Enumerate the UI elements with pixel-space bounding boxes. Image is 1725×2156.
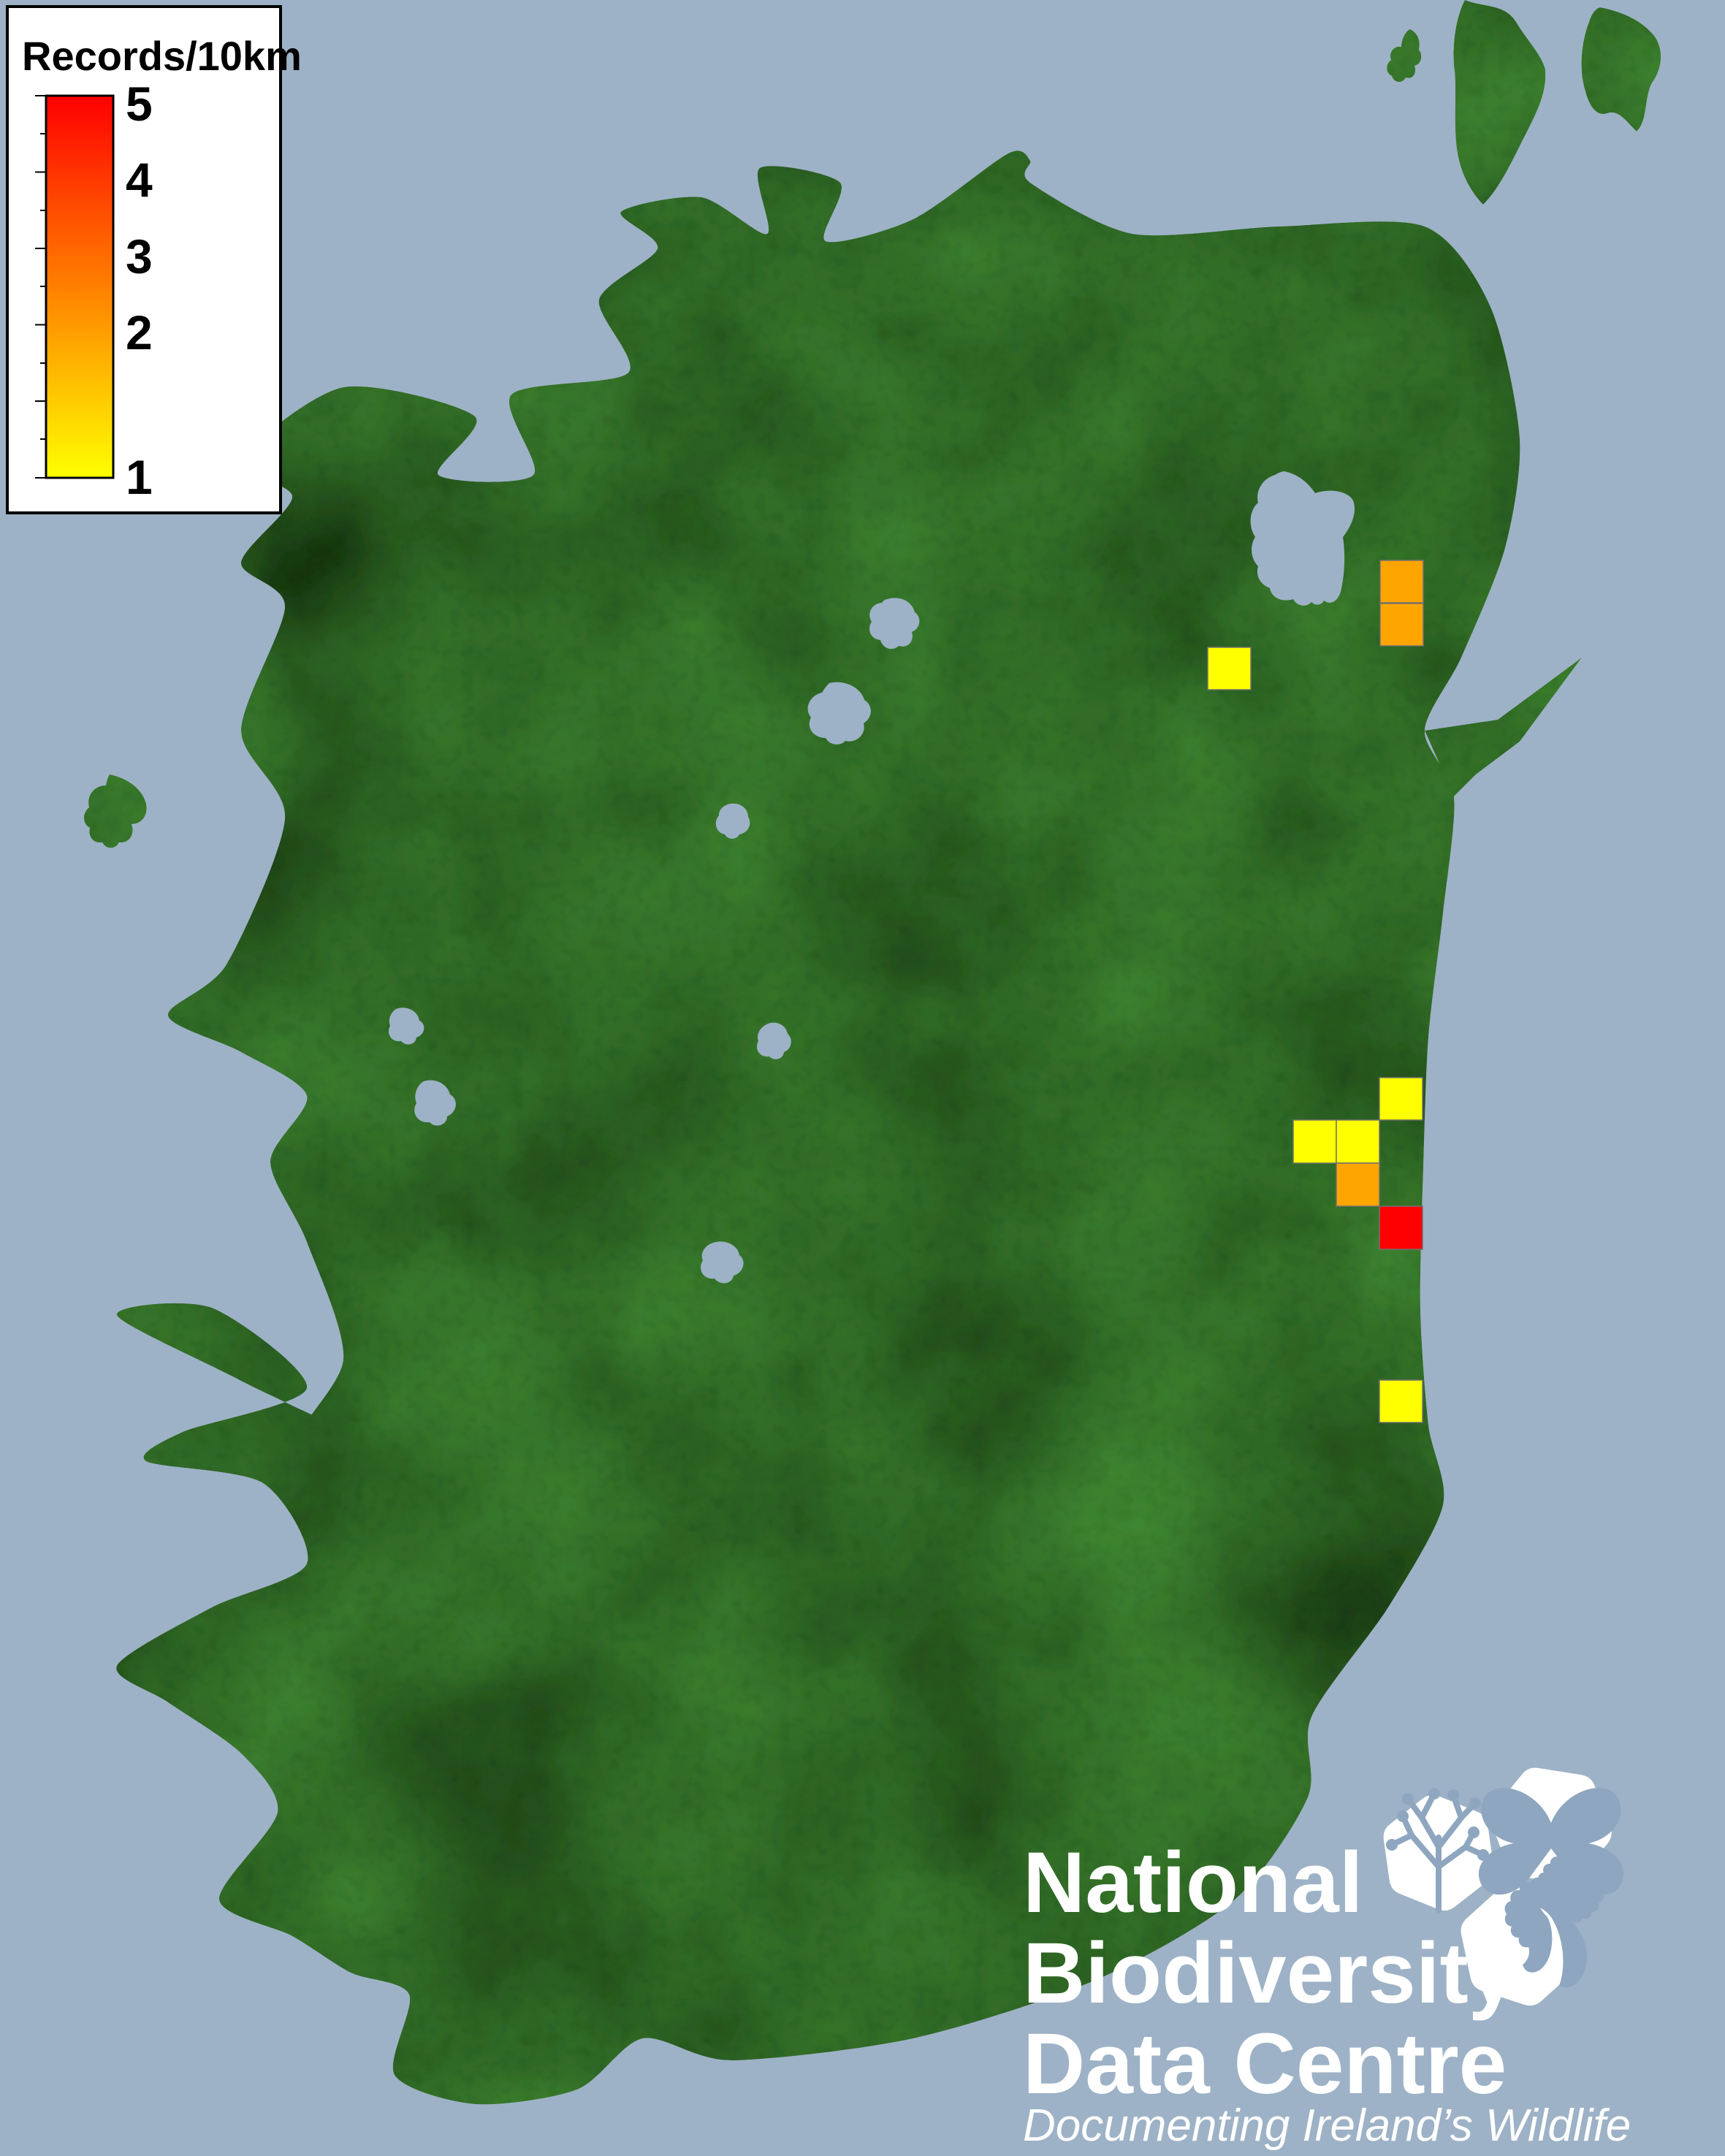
svg-text:Records/10km: Records/10km (22, 33, 302, 79)
svg-text:Biodiversity: Biodiversity (1023, 1925, 1516, 2022)
svg-text:4: 4 (126, 153, 153, 207)
svg-text:3: 3 (126, 229, 153, 283)
svg-text:1: 1 (126, 450, 153, 504)
svg-text:National: National (1023, 1835, 1363, 1931)
svg-text:Documenting Ireland’s Wildlife: Documenting Ireland’s Wildlife (1023, 2100, 1631, 2151)
svg-text:2: 2 (126, 305, 153, 359)
svg-text:Data Centre: Data Centre (1023, 2016, 1507, 2112)
svg-text:5: 5 (126, 77, 153, 131)
